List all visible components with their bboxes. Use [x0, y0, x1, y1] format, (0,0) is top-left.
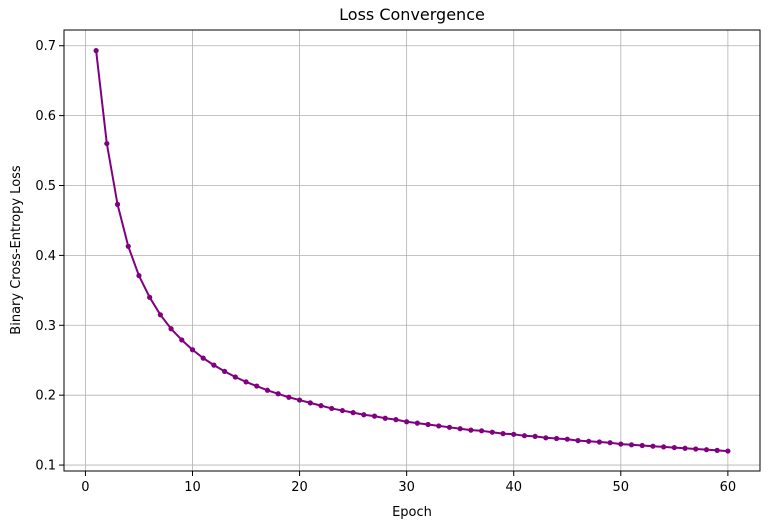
- data-point: [179, 337, 185, 343]
- data-point: [168, 326, 174, 332]
- data-point: [264, 387, 271, 393]
- data-point: [286, 394, 292, 400]
- x-ticks: 0 10 20 30 40 50 60: [81, 471, 736, 495]
- data-point: [307, 400, 313, 406]
- data-point: [243, 379, 249, 385]
- data-point: [521, 433, 528, 439]
- data-point: [618, 441, 624, 447]
- data-point: [318, 403, 324, 409]
- data-point: [361, 412, 367, 418]
- data-point: [114, 201, 121, 207]
- x-tick-label: 30: [398, 480, 415, 495]
- data-point: [703, 447, 710, 453]
- data-point: [532, 433, 538, 440]
- data-point: [425, 421, 431, 428]
- data-point: [211, 362, 217, 368]
- data-point: [446, 424, 453, 430]
- data-point: [393, 417, 399, 423]
- x-tick-label: 10: [184, 480, 201, 495]
- x-tick-label: 40: [505, 480, 522, 495]
- data-point: [468, 427, 474, 433]
- data-point: [628, 442, 635, 448]
- data-point: [553, 435, 560, 442]
- data-point: [543, 435, 549, 441]
- plot-frame: [63, 29, 761, 472]
- data-point: [296, 397, 303, 403]
- data-point: [436, 423, 442, 429]
- data-point: [650, 443, 656, 449]
- data-point: [339, 407, 345, 414]
- data-point: [147, 294, 153, 300]
- y-ticks: 0.1 0.2 0.3 0.4 0.5 0.6 0.7: [35, 39, 64, 474]
- x-tick-label: 20: [291, 480, 308, 495]
- x-tick-label: 60: [720, 480, 737, 495]
- data-point: [125, 243, 131, 249]
- data-point: [136, 273, 142, 279]
- data-point: [232, 374, 238, 380]
- data-point: [564, 436, 570, 442]
- chart-title: Loss Convergence: [339, 5, 485, 24]
- data-point: [157, 312, 163, 318]
- data-point: [596, 439, 602, 445]
- data-point: [275, 391, 281, 397]
- data-point: [189, 347, 196, 353]
- data-point: [489, 429, 495, 435]
- y-tick-label: 0.1: [35, 459, 56, 474]
- data-point: [500, 431, 506, 437]
- y-axis-label: Binary Cross-Entropy Loss: [9, 165, 24, 335]
- y-tick-label: 0.4: [35, 249, 56, 264]
- x-tick-label: 50: [613, 480, 630, 495]
- y-tick-label: 0.3: [35, 319, 56, 334]
- data-point: [511, 431, 517, 437]
- data-point: [575, 437, 581, 444]
- y-tick-label: 0.5: [35, 179, 56, 194]
- data-point: [371, 413, 378, 419]
- data-point: [104, 140, 110, 147]
- data-point: [682, 445, 688, 451]
- y-tick-label: 0.6: [35, 109, 56, 124]
- data-point: [222, 368, 228, 375]
- loss-line: [95, 50, 728, 453]
- data-point: [714, 447, 720, 453]
- data-point: [457, 426, 463, 432]
- data-point: [350, 410, 356, 416]
- x-axis-label: Epoch: [392, 505, 432, 520]
- series-layer: [93, 48, 731, 454]
- grid: [64, 30, 760, 471]
- y-tick-label: 0.7: [35, 39, 56, 54]
- data-point: [479, 428, 485, 434]
- data-point: [93, 48, 99, 54]
- data-point: [639, 442, 645, 449]
- data-point: [200, 355, 206, 361]
- data-point: [586, 438, 592, 444]
- y-tick-label: 0.2: [35, 389, 56, 404]
- data-point: [254, 383, 260, 389]
- x-tick-label: 0: [81, 480, 89, 495]
- data-point: [661, 444, 667, 450]
- data-point: [414, 420, 420, 426]
- data-point: [329, 405, 335, 412]
- data-point: [725, 448, 731, 454]
- data-point: [382, 415, 388, 421]
- data-point: [404, 419, 410, 425]
- data-point: [607, 440, 613, 446]
- data-point: [671, 444, 677, 451]
- data-point: [693, 446, 699, 452]
